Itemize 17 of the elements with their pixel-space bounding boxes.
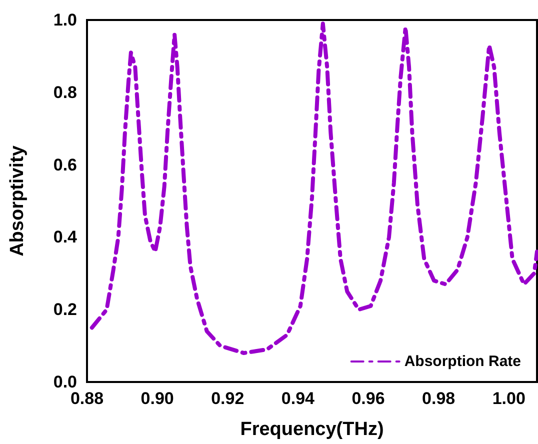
y-tick-label: 0.0 [53, 372, 77, 392]
y-tick-label: 0.8 [53, 82, 77, 102]
x-tick-label: 0.96 [352, 389, 385, 408]
y-tick-label: 0.6 [53, 155, 77, 174]
x-tick-label: 1.00 [492, 389, 526, 408]
y-tick-label: 0.4 [53, 228, 78, 247]
y-axis-title: Absorptivity [7, 145, 28, 256]
legend-label: Absorption Rate [404, 353, 522, 370]
x-tick-label: 0.90 [140, 389, 174, 408]
x-tick-label: 0.98 [422, 389, 456, 408]
line-series [90, 22, 538, 356]
x-tick-label: 0.88 [70, 389, 104, 408]
y-tick-label: 0.2 [53, 300, 77, 320]
y-tick-label: 1.0 [53, 10, 77, 30]
x-tick-label: 0.92 [211, 389, 244, 408]
x-axis-title: Frequency(THz) [240, 419, 384, 440]
x-tick-label: 0.94 [281, 389, 316, 408]
